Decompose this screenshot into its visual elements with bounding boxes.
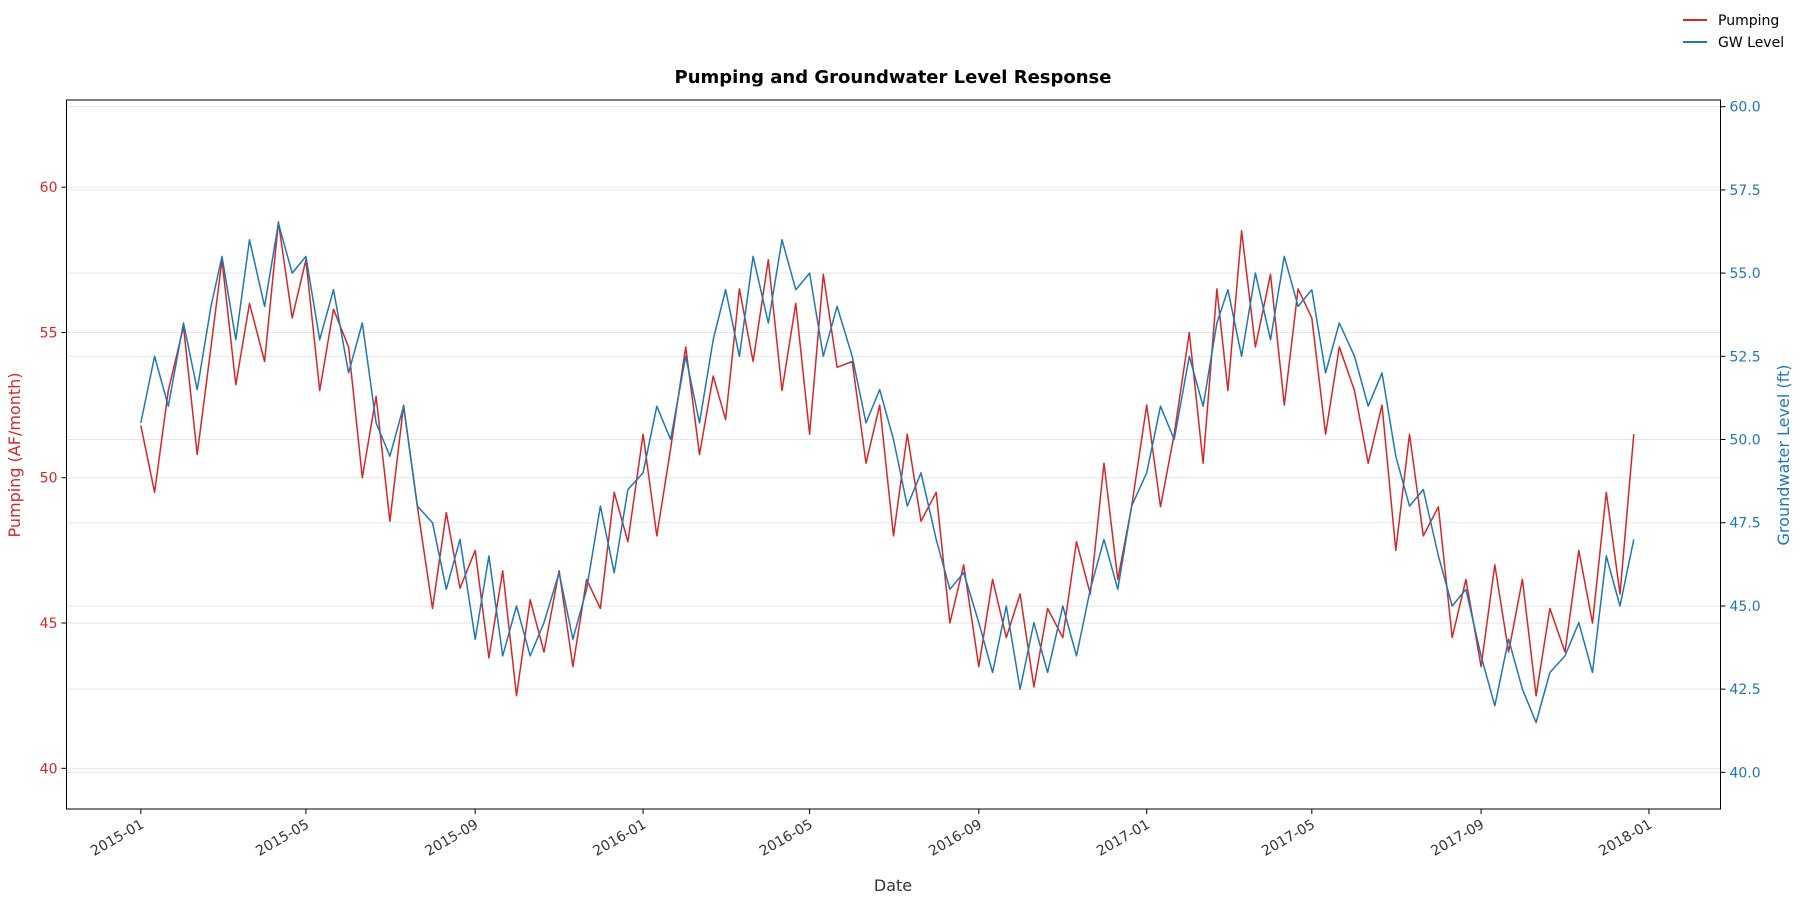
y-left-tick-label: 45	[40, 616, 58, 632]
y-left-tick-label: 60	[40, 180, 58, 196]
legend-label-gw-level: GW Level	[1718, 35, 1784, 51]
y-right-tick-label: 52.5	[1730, 349, 1761, 365]
y-right-tick-label: 40.0	[1730, 765, 1761, 781]
series-line-gw-level	[140, 222, 1635, 724]
x-tick-label: 2016-01	[590, 817, 649, 860]
y-left-tick-label: 40	[40, 761, 58, 777]
legend: Pumping GW Level	[1683, 13, 1784, 51]
plot-frame	[66, 99, 1721, 810]
x-tick-label: 2016-09	[926, 817, 985, 860]
x-tick-label: 2016-05	[757, 817, 816, 860]
y-left-tick-label: 50	[40, 471, 58, 487]
x-tick-label: 2015-05	[253, 817, 312, 860]
x-tick-label: 2015-01	[88, 817, 147, 860]
y-axis-right-label: Groundwater Level (ft)	[1774, 365, 1793, 546]
y-axis-right: 40.0 42.5 45.0 47.5 50.0 52.5 55.0 57.5 60.0	[1720, 100, 1761, 781]
x-axis: 2015-01 2015-05 2015-09 2016-01 2016-05 2016-…	[88, 809, 1655, 860]
x-tick-label: 2015-09	[423, 817, 482, 860]
y-left-tick-label: 55	[40, 325, 58, 341]
y-axis-left-label: Pumping (AF/month)	[5, 372, 24, 537]
series-lines	[140, 221, 1635, 724]
series-line-pumping	[140, 221, 1635, 697]
chart-title: Pumping and Groundwater Level Response	[675, 67, 1112, 88]
legend-label-pumping: Pumping	[1718, 13, 1779, 29]
y-right-tick-label: 55.0	[1730, 266, 1761, 282]
y-right-tick-label: 45.0	[1730, 599, 1761, 615]
y-right-tick-label: 50.0	[1730, 433, 1761, 449]
y-right-tick-label: 57.5	[1730, 183, 1761, 199]
grid	[66, 106, 1721, 773]
x-tick-label: 2017-09	[1428, 817, 1487, 860]
y-right-tick-label: 42.5	[1730, 682, 1761, 698]
y-axis-left: 40 45 50 55 60	[40, 180, 67, 777]
x-tick-label: 2017-05	[1259, 817, 1318, 860]
y-right-tick-label: 47.5	[1730, 516, 1761, 532]
x-tick-label: 2017-01	[1094, 817, 1153, 860]
x-axis-label: Date	[874, 876, 912, 895]
x-tick-label: 2018-01	[1596, 817, 1655, 860]
y-right-tick-label: 60.0	[1730, 100, 1761, 116]
